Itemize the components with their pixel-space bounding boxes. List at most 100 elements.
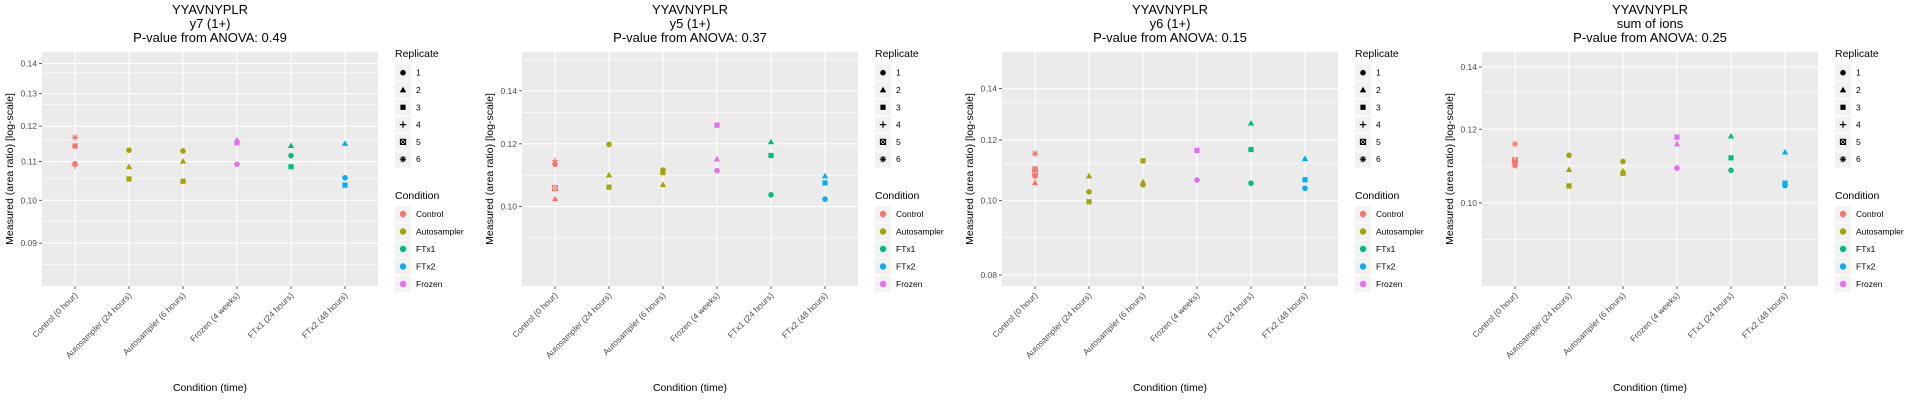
series-control (1511, 140, 1519, 169)
legend-title-replicate: Replicate (1355, 48, 1399, 60)
legend-label: 2 (896, 85, 901, 95)
legend-label: 1 (896, 68, 901, 78)
data-point (1247, 120, 1255, 126)
legend-color-icon (399, 228, 407, 235)
legend-shape-icon (880, 104, 886, 110)
legend-label: 4 (1856, 120, 1861, 130)
legend-shape-icon (1839, 86, 1847, 93)
data-point (1031, 179, 1039, 186)
legend-label: FTx1 (896, 244, 916, 254)
x-axis-title: Condition (time) (173, 382, 247, 394)
data-point (1302, 177, 1308, 183)
x-tick-label: FTx1 (24 hours) (1206, 290, 1256, 340)
data-point (605, 171, 613, 178)
legend-shape-icon (879, 86, 887, 93)
x-tick-label: FTx1 (24 hours) (246, 290, 296, 340)
data-point (714, 122, 720, 128)
legend-shape-icon (1359, 86, 1367, 93)
legend-color-icon (879, 228, 887, 235)
legend-label: 5 (1376, 137, 1381, 147)
x-axis-title: Condition (time) (1133, 382, 1207, 394)
data-point (1566, 152, 1572, 159)
data-point (1566, 183, 1572, 189)
legend-label: 6 (416, 154, 421, 164)
x-tick-label: Frozen (4 weeks) (668, 290, 722, 344)
legend: Replicate 1 2 3 4 5 6 Condition Control Autosampl… (1355, 48, 1424, 292)
y-axis-title: Measured (area ratio) [log-scale] (4, 93, 16, 245)
data-point (821, 172, 829, 179)
data-point (1512, 159, 1518, 165)
x-tick-label: Frozen (4 weeks) (1628, 290, 1682, 344)
y-axis-title: Measured (area ratio) [log-scale] (964, 93, 976, 245)
legend-label: 3 (1856, 102, 1861, 112)
chart-title-line: YYAVNYPLR (1132, 2, 1208, 17)
legend-color-icon (879, 280, 887, 288)
data-point (234, 161, 240, 167)
data-point (1302, 185, 1308, 192)
legend-color-icon (879, 210, 887, 218)
data-point (1140, 158, 1146, 164)
y-tick-label: 0.10 (980, 196, 997, 206)
data-point (713, 155, 721, 162)
series-autosampler (1085, 172, 1093, 205)
data-point (768, 152, 774, 159)
data-point (1248, 180, 1254, 186)
series-autosampler (179, 148, 187, 184)
data-point (1140, 181, 1146, 188)
data-point (1728, 167, 1734, 174)
legend-label: 2 (1856, 85, 1861, 95)
legend-color-icon (399, 263, 407, 270)
series-ftx1 (1727, 132, 1735, 174)
chart-title-line: P-value from ANOVA: 0.49 (133, 30, 287, 45)
data-point (234, 140, 240, 146)
chart-title-line: P-value from ANOVA: 0.37 (613, 30, 767, 45)
legend-label: 3 (1376, 102, 1381, 112)
data-point (1781, 148, 1789, 155)
x-tick-label: Autosampler (6 hours) (1081, 290, 1148, 357)
legend-shape-icon (1839, 121, 1847, 128)
legend-shape-icon (1840, 104, 1846, 110)
legend-color-icon (1839, 210, 1847, 218)
y-tick-label: 0.08 (980, 270, 997, 280)
legend-shape-icon (399, 156, 407, 163)
data-point (551, 195, 559, 202)
y-tick-label: 0.10 (500, 202, 517, 212)
legend-shape-icon (879, 156, 887, 163)
legend-label: Control (416, 209, 444, 219)
y-tick-label: 0.09 (20, 238, 37, 248)
plot-background (1002, 52, 1338, 286)
chart-title-line: YYAVNYPLR (652, 2, 728, 17)
y-tick-label: 0.12 (1460, 124, 1477, 134)
legend-label: FTx2 (1856, 262, 1876, 272)
legend-color-icon (399, 210, 407, 218)
x-tick-label: FTx1 (24 hours) (1686, 290, 1736, 340)
legend-label: FTx1 (1376, 244, 1396, 254)
data-point (1031, 150, 1039, 157)
y-tick-label: 0.10 (20, 195, 37, 205)
legend-label: 5 (1856, 137, 1861, 147)
x-tick-label: FTx2 (48 hours) (1260, 290, 1310, 340)
data-point (1086, 199, 1092, 205)
legend: Replicate 1 2 3 4 5 6 Condition Control Autosampl… (1835, 48, 1904, 292)
legend-label: 3 (416, 102, 421, 112)
legend-color-icon (1359, 210, 1367, 218)
legend-color-icon (1359, 280, 1367, 288)
legend-label: 2 (1376, 85, 1381, 95)
data-point (606, 141, 612, 148)
plot-background (1482, 52, 1818, 286)
data-point (1248, 146, 1254, 153)
chart-title-line: y7 (1+) (190, 16, 231, 31)
data-point (1032, 173, 1038, 179)
data-point (342, 182, 348, 188)
series-autosampler (659, 167, 667, 188)
legend-label: 1 (1856, 68, 1861, 78)
series-control (71, 134, 79, 169)
chart-title-line: YYAVNYPLR (172, 2, 248, 17)
series-frozen (1673, 134, 1681, 171)
legend-color-icon (879, 245, 887, 253)
data-point (552, 161, 558, 168)
legend-label: Autosampler (1376, 227, 1424, 237)
chart-title-line: sum of ions (1617, 16, 1684, 31)
legend-title-replicate: Replicate (1835, 48, 1879, 60)
